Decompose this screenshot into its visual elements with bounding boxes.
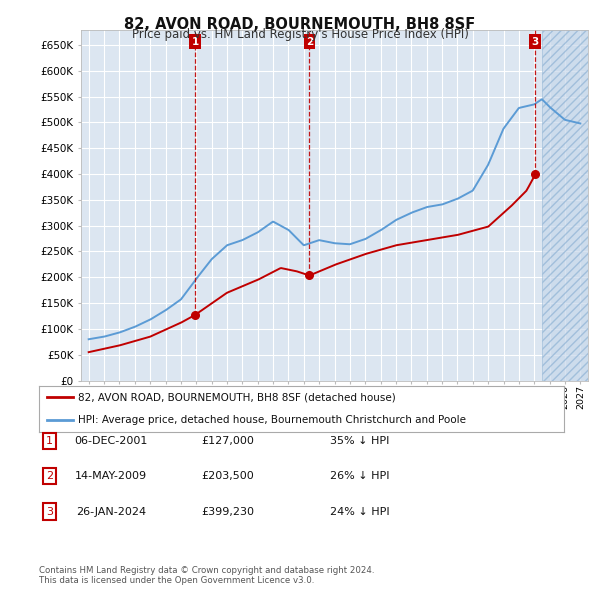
Text: 82, AVON ROAD, BOURNEMOUTH, BH8 8SF: 82, AVON ROAD, BOURNEMOUTH, BH8 8SF bbox=[124, 17, 476, 32]
Text: 2: 2 bbox=[306, 37, 313, 47]
Text: 3: 3 bbox=[532, 37, 539, 47]
Text: 82, AVON ROAD, BOURNEMOUTH, BH8 8SF (detached house): 82, AVON ROAD, BOURNEMOUTH, BH8 8SF (det… bbox=[79, 392, 396, 402]
Text: £127,000: £127,000 bbox=[202, 436, 254, 445]
Text: 14-MAY-2009: 14-MAY-2009 bbox=[75, 471, 147, 481]
Text: 06-DEC-2001: 06-DEC-2001 bbox=[74, 436, 148, 445]
Text: 35% ↓ HPI: 35% ↓ HPI bbox=[331, 436, 389, 445]
Text: 1: 1 bbox=[191, 37, 199, 47]
Text: £399,230: £399,230 bbox=[202, 507, 254, 516]
Bar bbox=[542, 30, 588, 381]
Text: 1: 1 bbox=[46, 436, 53, 445]
Text: Contains HM Land Registry data © Crown copyright and database right 2024.
This d: Contains HM Land Registry data © Crown c… bbox=[39, 566, 374, 585]
Text: 24% ↓ HPI: 24% ↓ HPI bbox=[330, 507, 390, 516]
Text: £203,500: £203,500 bbox=[202, 471, 254, 481]
Text: 26% ↓ HPI: 26% ↓ HPI bbox=[330, 471, 390, 481]
Text: 26-JAN-2024: 26-JAN-2024 bbox=[76, 507, 146, 516]
Text: 3: 3 bbox=[46, 507, 53, 516]
Text: HPI: Average price, detached house, Bournemouth Christchurch and Poole: HPI: Average price, detached house, Bour… bbox=[79, 415, 466, 425]
Text: Price paid vs. HM Land Registry's House Price Index (HPI): Price paid vs. HM Land Registry's House … bbox=[131, 28, 469, 41]
Text: 2: 2 bbox=[46, 471, 53, 481]
